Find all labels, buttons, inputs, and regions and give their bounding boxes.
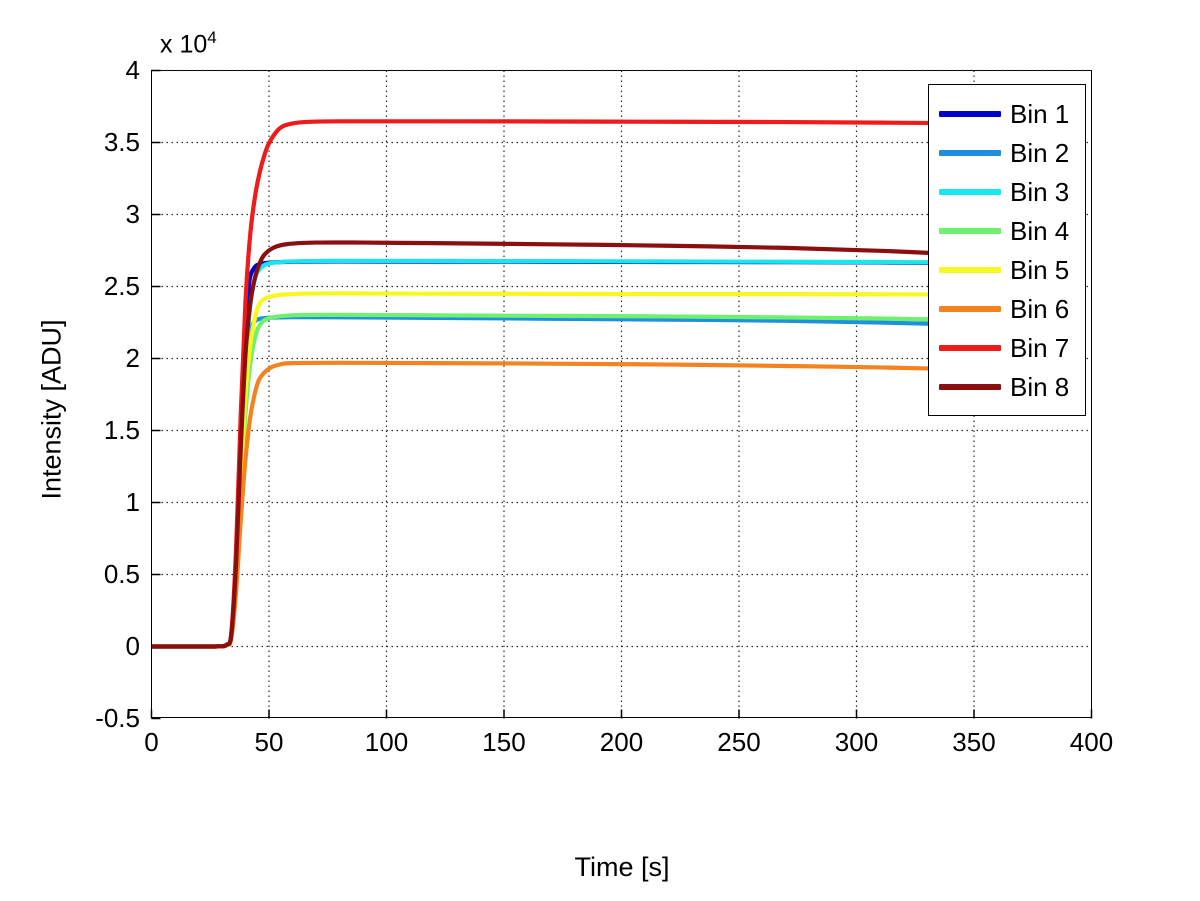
x-tick-label: 200 [599, 726, 644, 757]
x-tick-label: 300 [834, 726, 879, 757]
legend-item-label: Bin 1 [1010, 98, 1070, 129]
legend-color-swatch [939, 305, 1001, 312]
x-tick-label: 250 [717, 726, 761, 757]
gridlines [151, 69, 1092, 719]
axis-tick-marks [150, 69, 1093, 720]
y-axis-exponent-label: x 104 [160, 28, 217, 59]
y-tick-label: 0 [125, 630, 140, 661]
legend-item-label: Bin 3 [1010, 176, 1070, 207]
x-tick-label: 0 [144, 726, 159, 757]
x-tick-label: 100 [364, 726, 409, 757]
legend-color-swatch [939, 266, 1001, 273]
y-tick-label: 2 [125, 342, 140, 373]
y-tick-label: 2.5 [103, 270, 140, 301]
legend-color-swatch [939, 149, 1001, 156]
y-tick-label: -0.5 [95, 702, 140, 733]
x-tick-label: 150 [482, 726, 526, 757]
y-tick-label: 0.5 [103, 558, 140, 589]
legend-item[interactable]: Bin 2 [929, 133, 1085, 172]
legend-box: Bin 1 Bin 2 Bin 3 Bin 4 Bin 5 Bin 6 Bin 7 Bin 8 [928, 84, 1086, 416]
y-tick-label: 1 [125, 486, 140, 517]
data-series-line [152, 119, 941, 649]
legend-item[interactable]: Bin 7 [929, 328, 1085, 367]
legend-color-swatch [939, 383, 1001, 390]
y-tick-label: 3 [125, 198, 140, 229]
data-curves [152, 119, 995, 649]
legend-color-swatch [939, 227, 1001, 234]
legend-item[interactable]: Bin 6 [929, 289, 1085, 328]
y-tick-label: 3.5 [103, 126, 140, 157]
legend-item[interactable]: Bin 8 [929, 367, 1085, 406]
data-series-line [152, 360, 995, 649]
legend-item[interactable]: Bin 1 [929, 94, 1085, 133]
legend-item[interactable]: Bin 3 [929, 172, 1085, 211]
y-tick-label: 4 [125, 54, 140, 85]
legend-color-swatch [939, 110, 1001, 117]
legend-color-swatch [939, 188, 1001, 195]
legend-item-label: Bin 8 [1010, 371, 1070, 402]
x-tick-label: 350 [952, 726, 996, 757]
x-axis-title: Time [s] [574, 852, 670, 882]
x-tick-label: 400 [1069, 726, 1114, 757]
x-tick-label: 50 [254, 726, 284, 757]
legend-item[interactable]: Bin 5 [929, 250, 1085, 289]
legend-item[interactable]: Bin 4 [929, 211, 1085, 250]
legend-item-label: Bin 7 [1010, 332, 1070, 363]
exponent-power: 4 [207, 28, 217, 47]
legend-item-label: Bin 6 [1010, 293, 1070, 324]
legend-item-label: Bin 5 [1010, 254, 1070, 285]
data-series-line [152, 240, 941, 649]
legend-item-label: Bin 4 [1010, 215, 1070, 246]
legend-color-swatch [939, 344, 1001, 351]
legend-item-label: Bin 2 [1010, 137, 1070, 168]
exponent-mantissa: x 10 [160, 30, 208, 59]
y-tick-label: 1.5 [103, 414, 140, 445]
